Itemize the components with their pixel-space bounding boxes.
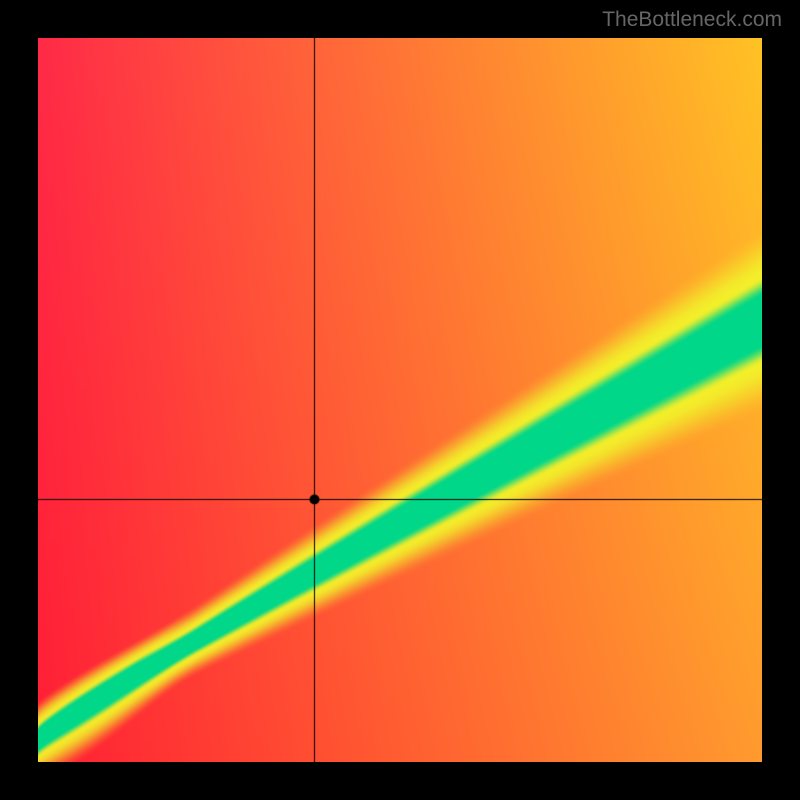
heatmap-canvas — [38, 38, 762, 762]
watermark-text: TheBottleneck.com — [602, 8, 782, 32]
heatmap-plot — [38, 38, 762, 762]
chart-container: TheBottleneck.com — [0, 0, 800, 800]
